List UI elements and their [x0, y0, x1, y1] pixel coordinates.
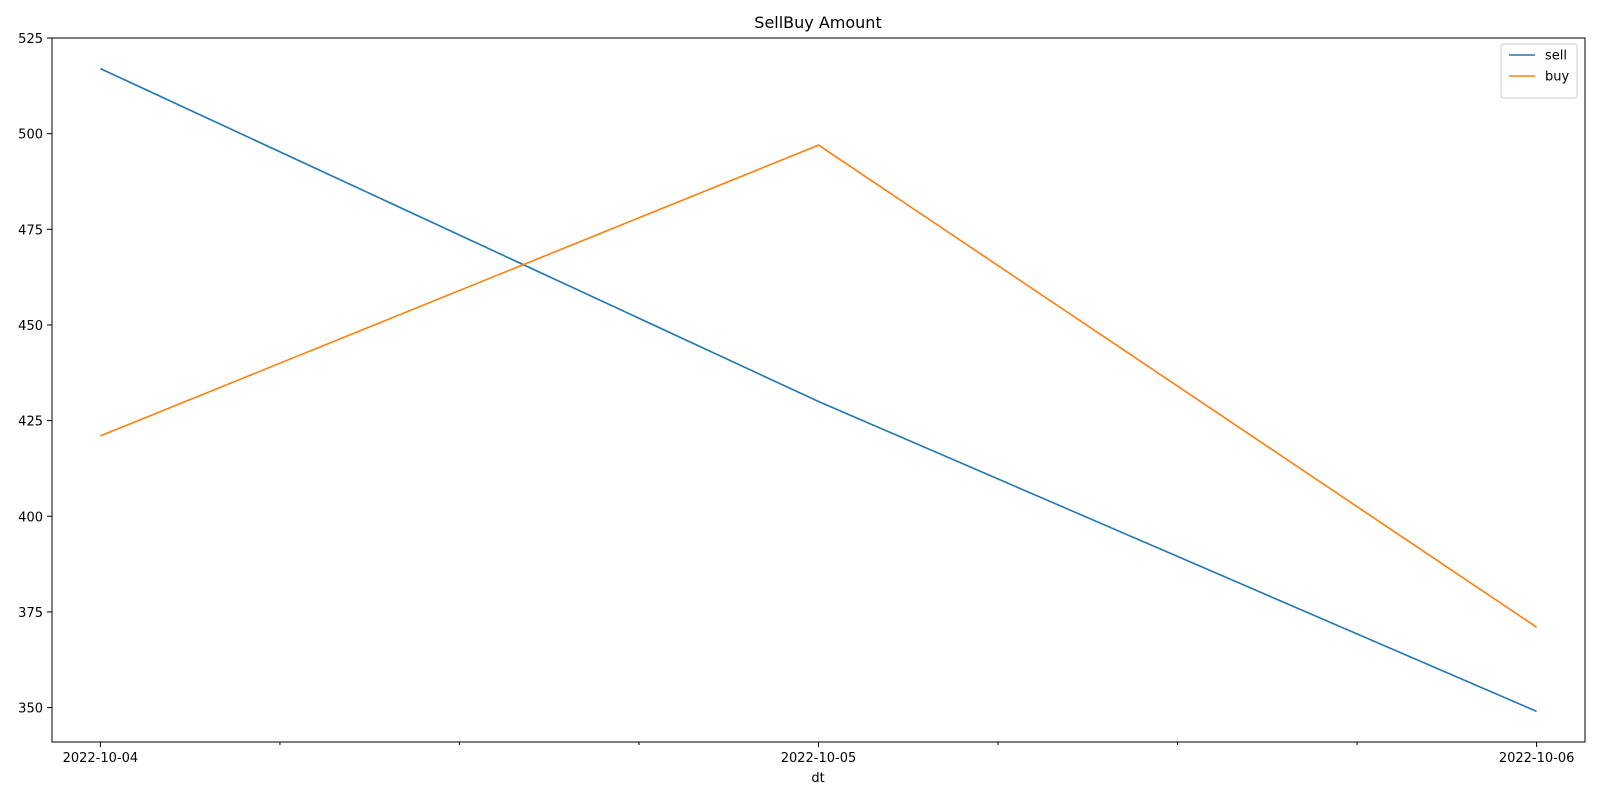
y-tick-label: 375 — [18, 606, 43, 621]
y-tick-label: 450 — [18, 319, 43, 334]
y-tick-label: 525 — [18, 32, 43, 47]
axes: 350 375 400 425 450 475 500 525 2022-10-04 2022-1… — [18, 32, 1574, 766]
x-tick-label: 2022-10-04 — [63, 751, 139, 766]
x-axis-label: dt — [811, 771, 824, 786]
series-line-sell — [100, 67, 1537, 713]
chart-title: SellBuy Amount — [754, 13, 881, 32]
legend-box — [1500, 43, 1578, 99]
legend: sell buy — [1500, 43, 1578, 99]
y-tick-label: 350 — [18, 702, 43, 717]
legend-label-sell: sell — [1545, 49, 1567, 64]
y-tick-label: 500 — [18, 128, 43, 143]
x-tick-label: 2022-10-06 — [1499, 751, 1575, 766]
y-tick-label: 475 — [18, 223, 43, 238]
series-line-buy — [100, 144, 1538, 628]
legend-label-buy: buy — [1545, 70, 1569, 85]
y-tick-label: 425 — [18, 415, 43, 430]
series-lines — [100, 67, 1538, 713]
x-tick-label: 2022-10-05 — [781, 751, 857, 766]
y-tick-label: 400 — [18, 510, 43, 525]
plot-area-frame — [51, 37, 1586, 743]
